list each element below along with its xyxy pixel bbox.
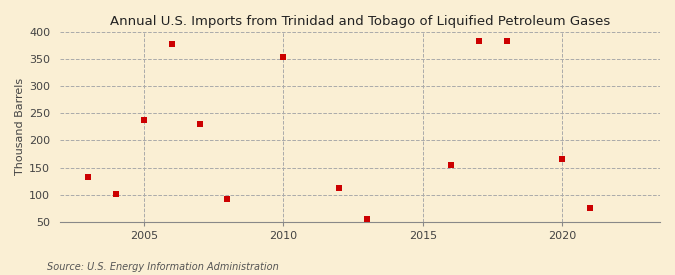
Point: [278, 55, 289, 59]
Point: [446, 163, 456, 167]
Point: [166, 42, 177, 46]
Text: Source: U.S. Energy Information Administration: Source: U.S. Energy Information Administ…: [47, 262, 279, 272]
Point: [111, 192, 122, 196]
Point: [138, 118, 149, 122]
Point: [585, 206, 595, 210]
Point: [362, 217, 373, 221]
Point: [473, 39, 484, 43]
Point: [222, 197, 233, 202]
Point: [501, 39, 512, 43]
Title: Annual U.S. Imports from Trinidad and Tobago of Liquified Petroleum Gases: Annual U.S. Imports from Trinidad and To…: [110, 15, 610, 28]
Point: [557, 157, 568, 162]
Point: [333, 186, 344, 190]
Point: [82, 175, 93, 180]
Y-axis label: Thousand Barrels: Thousand Barrels: [15, 78, 25, 175]
Point: [194, 122, 205, 126]
